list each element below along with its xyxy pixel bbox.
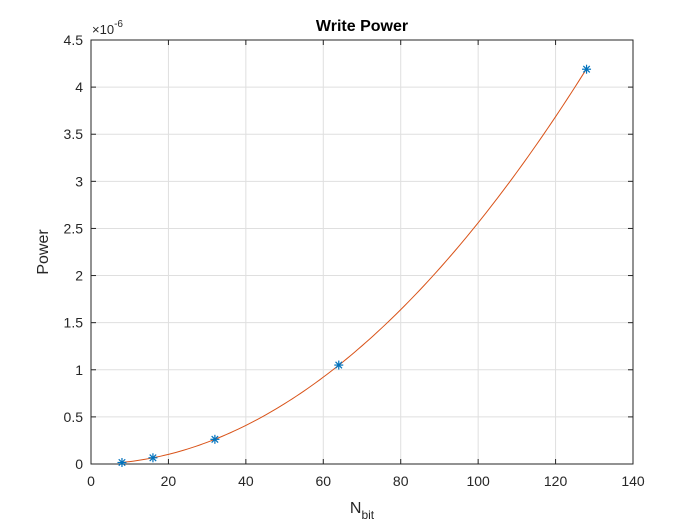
y-axis-exponent: ×10-6 (92, 19, 123, 37)
data-point-marker (148, 453, 158, 463)
x-tick-label: 20 (161, 473, 177, 489)
y-axis-exponent-power: -6 (114, 19, 123, 30)
x-tick-label: 40 (238, 473, 254, 489)
tick-marks (90, 39, 634, 465)
y-tick-label: 4.5 (64, 32, 84, 48)
y-tick-label: 0.5 (64, 409, 84, 425)
x-axis-label: Nbit (350, 500, 375, 522)
y-tick-label: 3 (75, 173, 83, 189)
y-axis-exponent-base: ×10 (92, 22, 114, 37)
x-tick-label: 80 (393, 473, 409, 489)
data-point-marker (582, 64, 592, 74)
x-tick-label: 0 (87, 473, 95, 489)
axes-box (90, 39, 634, 465)
y-tick-label: 1.5 (64, 315, 84, 331)
data-point-marker (334, 360, 344, 370)
y-tick-label: 3.5 (64, 126, 84, 142)
plot-area (117, 64, 592, 467)
data-point-marker (117, 457, 127, 467)
y-tick-label: 0 (75, 456, 83, 472)
y-tick-label: 2.5 (64, 220, 84, 236)
y-tick-labels: 0 0.5 1 1.5 2 2.5 3 3.5 4 4.5 (64, 32, 84, 472)
x-axis-label-main: N (350, 500, 362, 517)
x-tick-label: 60 (315, 473, 331, 489)
chart-title: Write Power (316, 18, 408, 35)
y-tick-label: 4 (75, 79, 83, 95)
x-tick-label: 120 (544, 473, 568, 489)
fit-curve-line (121, 68, 587, 463)
x-tick-label: 140 (621, 473, 645, 489)
y-axis-label: Power (35, 229, 52, 275)
data-point-marker (210, 434, 220, 444)
x-tick-label: 100 (466, 473, 490, 489)
y-tick-label: 1 (75, 362, 83, 378)
x-axis-label-subscript: bit (361, 508, 374, 522)
y-tick-label: 2 (75, 268, 83, 284)
x-tick-labels: 0 20 40 60 80 100 120 140 (87, 473, 645, 489)
